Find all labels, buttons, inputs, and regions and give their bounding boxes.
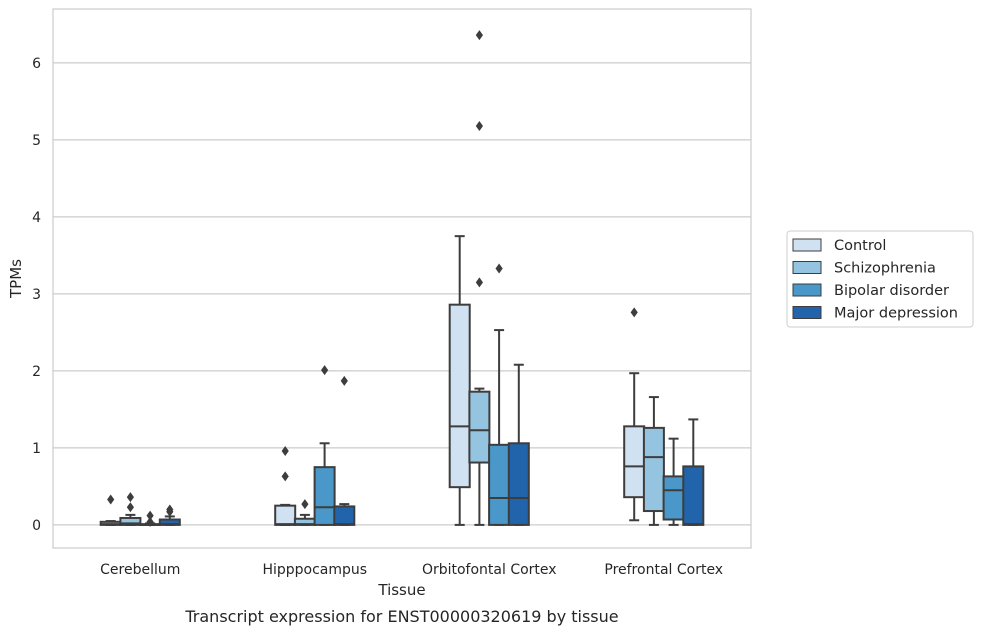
chart-caption: Transcript expression for ENST0000032061… [184,607,618,626]
outlier-point [281,471,289,482]
x-tick-label: Orbitofontal Cortex [422,562,557,578]
box-major-depression [333,375,356,526]
legend-label: Major depression [834,306,958,322]
y-tick-label: 5 [32,133,41,149]
box-iqr [488,443,511,526]
outlier-point [146,516,154,527]
x-tick-label: Hipppocampus [262,562,367,578]
y-axis-label: TPMs [7,259,25,299]
box-iqr [623,425,646,499]
legend-frame [786,230,974,328]
outlier-point [126,502,134,513]
box-iqr [274,504,297,526]
box-iqr [682,465,705,526]
outlier-point [630,307,638,318]
box-iqr [662,475,685,521]
outlier-point [475,121,483,132]
legend-swatch [792,261,822,274]
box-major-depression [507,363,530,526]
legend-swatch [792,306,822,319]
legend-label: Control [834,238,886,254]
box-schizophrenia [468,30,491,526]
y-tick-label: 0 [32,518,41,534]
y-tick-label: 3 [32,287,41,303]
box-schizophrenia [119,492,142,526]
box-iqr [313,466,336,526]
outlier-point [126,492,134,503]
legend: Control Schizophrenia Bipolar disorder Majo… [786,230,974,328]
outlier-point [340,375,348,386]
outlier-point [475,277,483,288]
box-bipolar-disorder [313,365,336,526]
box-iqr [333,505,356,526]
box-iqr [468,390,491,464]
box-iqr [642,426,665,513]
box-major-depression [158,504,181,526]
legend-label: Bipolar disorder [834,283,949,299]
outlier-point [146,510,154,521]
outlier-point [475,30,483,41]
outlier-point [495,263,503,274]
plot-border [52,8,752,549]
box-iqr [448,303,471,489]
y-tick-label: 1 [32,441,41,457]
outlier-point [107,494,115,505]
box-iqr [507,442,530,526]
outlier-point [281,445,289,456]
x-tick-label: Cerebellum [100,562,180,578]
y-tick-label: 4 [32,210,41,226]
box-major-depression [682,418,705,526]
boxes [99,30,705,527]
outlier-point [166,504,174,515]
box-schizophrenia [642,396,665,526]
y-tick-label: 6 [32,56,41,72]
legend-swatch [792,283,822,297]
box-control [274,445,297,526]
box-control [623,307,646,522]
legend-label: Schizophrenia [834,261,936,277]
x-axis-label: Tissue [377,581,425,599]
y-axis-ticks: 0 1 2 3 4 5 6 [32,56,41,534]
y-tick-label: 2 [32,364,41,380]
x-tick-label: Prefrontal Cortex [604,562,723,578]
outlier-point [301,499,309,510]
x-axis-ticks: Cerebellum Hipppocampus Orbitofontal Corte… [100,562,723,578]
legend-swatch [792,238,822,252]
box-iqr [119,516,142,526]
outlier-point [321,365,329,376]
